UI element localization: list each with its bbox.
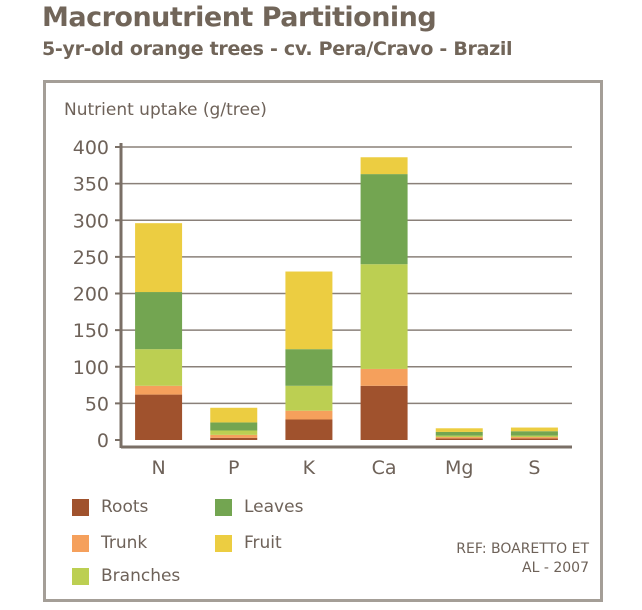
x-tick-label: S: [528, 457, 540, 479]
legend-label: Trunk: [101, 533, 148, 553]
legend-label: Leaves: [244, 497, 304, 517]
bar-segment-trunk-P: [210, 434, 258, 438]
bar-segment-leaves-Ca: [360, 174, 408, 265]
bar-segment-branches-N: [135, 349, 183, 386]
bar-segment-roots-Mg: [435, 438, 483, 440]
legend-leaves: Leaves: [215, 497, 303, 517]
reference-line: AL - 2007: [522, 560, 589, 576]
y-tick-label: 400: [73, 137, 109, 159]
legend-swatch: [72, 567, 89, 585]
bar-segment-roots-P: [210, 437, 258, 440]
y-tick-label: 350: [73, 174, 109, 196]
bar-segment-fruit-K: [285, 271, 333, 350]
legend-swatch: [72, 498, 89, 516]
bar-segment-roots-Ca: [360, 385, 408, 440]
bar-segment-trunk-Ca: [360, 368, 408, 386]
bar-segment-roots-K: [285, 419, 333, 440]
x-tick-label: N: [151, 457, 165, 479]
legend-label: Branches: [101, 566, 181, 586]
y-tick-label: 150: [73, 320, 109, 342]
y-tick-label: 100: [73, 357, 109, 379]
bar-segment-fruit-N: [135, 223, 183, 293]
bar-segment-branches-K: [285, 385, 333, 411]
bar-segment-fruit-Ca: [360, 157, 408, 175]
chart-title: Macronutrient Partitioning: [42, 2, 437, 33]
bar-segment-fruit-Mg: [435, 428, 483, 432]
bar-segment-branches-P: [210, 430, 258, 435]
x-tick-label: Ca: [372, 457, 397, 479]
legend-label: Roots: [101, 497, 149, 517]
bar-segment-leaves-N: [135, 292, 183, 350]
legend-roots: Roots: [72, 497, 148, 517]
y-tick-label: 50: [85, 393, 109, 415]
bar-segment-leaves-Mg: [435, 431, 483, 436]
x-tick-label: Mg: [445, 457, 473, 479]
legend-label: Fruit: [244, 533, 282, 553]
legend-trunk: Trunk: [72, 533, 147, 553]
y-axis-label: Nutrient uptake (g/tree): [64, 100, 267, 120]
bar-segment-leaves-P: [210, 422, 258, 431]
bar-segment-roots-S: [510, 438, 558, 440]
chart-subtitle: 5-yr-old orange trees - cv. Pera/Cravo -…: [42, 38, 513, 60]
legend-swatch: [72, 534, 89, 552]
bar-segment-branches-Ca: [360, 264, 408, 369]
chart-frame: [43, 80, 603, 602]
legend-branches: Branches: [72, 566, 180, 586]
reference-line: REF: BOARETTO ET: [456, 541, 589, 557]
y-tick-label: 250: [73, 247, 109, 269]
bar-segment-fruit-S: [510, 427, 558, 432]
legend-fruit: Fruit: [215, 533, 282, 553]
bar-segment-branches-S: [510, 435, 558, 438]
bar-segment-branches-Mg: [435, 435, 483, 438]
x-tick-label: K: [303, 457, 316, 479]
reference-note: REF: BOARETTO ET AL - 2007: [456, 540, 589, 578]
bar-segment-fruit-P: [210, 407, 258, 423]
legend-swatch: [215, 534, 232, 552]
bar-segment-leaves-K: [285, 349, 333, 386]
bar-segment-leaves-S: [510, 431, 558, 436]
bar-segment-roots-N: [135, 394, 183, 440]
y-tick-label: 0: [97, 430, 109, 452]
y-tick-label: 300: [73, 210, 109, 232]
bar-segment-trunk-N: [135, 385, 183, 395]
bar-segment-trunk-S: [510, 437, 558, 439]
bar-segment-trunk-Mg: [435, 437, 483, 439]
x-tick-label: P: [228, 457, 239, 479]
bar-segment-trunk-K: [285, 410, 333, 420]
y-tick-label: 200: [73, 284, 109, 306]
legend-swatch: [215, 498, 232, 516]
